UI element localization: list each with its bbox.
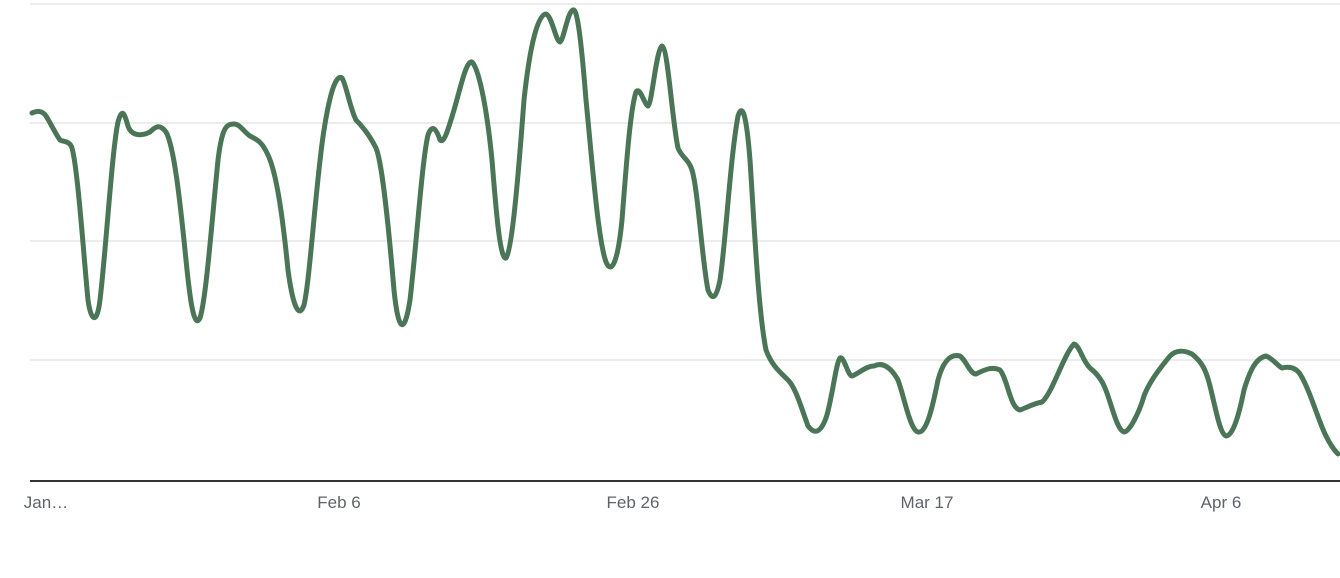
x-tick-label: Apr 6: [1201, 493, 1242, 512]
x-axis-ticks: Jan… Feb 6 Feb 26 Mar 17 Apr 6: [24, 493, 1242, 512]
x-tick-label: Feb 26: [607, 493, 660, 512]
data-line: [29, 7, 1340, 457]
x-tick-label: Feb 6: [317, 493, 360, 512]
x-tick-label: Jan…: [24, 493, 68, 512]
gridlines: [30, 3, 1340, 361]
x-tick-label: Mar 17: [901, 493, 954, 512]
